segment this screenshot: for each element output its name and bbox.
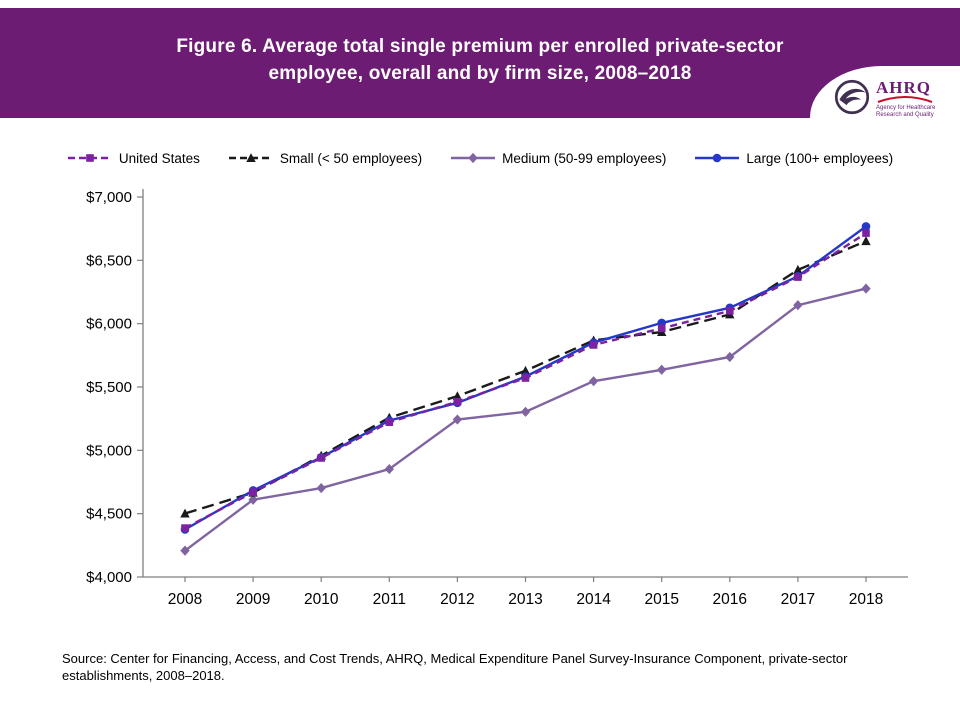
marker-square	[862, 229, 870, 237]
y-tick-label: $6,000	[86, 316, 132, 333]
marker-square	[794, 273, 802, 281]
marker-circle	[861, 222, 871, 231]
figure-title-line2: employee, overall and by firm size, 2008…	[268, 63, 692, 84]
marker-diamond	[248, 494, 258, 505]
marker-diamond	[520, 406, 531, 417]
source-note: Source: Center for Financing, Access, an…	[62, 651, 848, 683]
legend-swatch	[695, 153, 740, 163]
marker-square	[521, 374, 530, 382]
y-tick-label: $4,500	[86, 506, 132, 523]
legend: United States Small (< 50 employees) Mediu…	[0, 148, 960, 168]
x-tick-label: 2009	[236, 591, 270, 608]
line-chart: $4,000 $4,500 $5,000 $5,500 $6,000 $6,500 $7,0…	[86, 189, 908, 608]
marker-diamond	[861, 283, 871, 294]
figure-title-line1: Figure 6. Average total single premium p…	[176, 36, 784, 57]
legend-item-1: Small (< 50 employees)	[228, 151, 422, 166]
marker-triangle	[520, 365, 531, 375]
marker-square	[317, 454, 325, 462]
legend-swatch	[451, 152, 496, 164]
x-tick-label: 2018	[849, 591, 883, 608]
ahrq-acronym: AHRQ	[876, 78, 931, 97]
header-band: Figure 6. Average total single premium p…	[0, 8, 960, 130]
marker-diamond	[588, 376, 599, 387]
agency-logo: AHRQ Agency for Healthcare Research and …	[810, 66, 960, 130]
marker-triangle	[793, 264, 803, 274]
y-tick-label: $4,000	[86, 569, 132, 586]
x-tick-label: 2017	[781, 591, 815, 608]
legend-label: Large (100+ employees)	[746, 150, 894, 166]
x-tick-label: 2015	[644, 591, 678, 608]
ahrq-subtitle: Agency for Healthcare Research and Quali…	[876, 105, 936, 118]
ahrq-red-swoosh	[877, 96, 933, 103]
marker-triangle	[246, 153, 256, 162]
legend-item-0: United States	[67, 151, 200, 166]
x-tick-label: 2014	[576, 591, 611, 608]
marker-square	[453, 397, 462, 406]
marker-diamond	[793, 300, 803, 311]
legend-label: Small (< 50 employees)	[279, 150, 423, 166]
marker-diamond	[657, 364, 667, 375]
legend-item-2: Medium (50-99 employees)	[450, 151, 666, 166]
y-tick-label: $5,500	[86, 379, 132, 396]
legend-label: Medium (50-99 employees)	[502, 150, 667, 166]
marker-square	[181, 524, 189, 532]
marker-diamond	[725, 351, 735, 363]
hhs-eagle-icon	[834, 79, 870, 120]
marker-diamond	[316, 482, 326, 494]
marker-diamond	[180, 545, 190, 556]
marker-square	[726, 307, 734, 315]
chart-area: $4,000 $4,500 $5,000 $5,500 $6,000 $6,500 $7,0…	[48, 182, 960, 642]
legend-item-3: Large (100+ employees)	[694, 151, 893, 166]
legend-label: United States	[118, 150, 200, 166]
marker-square	[249, 488, 257, 497]
marker-square	[657, 324, 666, 333]
marker-diamond	[468, 152, 478, 164]
x-tick-label: 2016	[713, 591, 747, 608]
marker-triangle	[861, 236, 871, 246]
legend-swatch	[228, 153, 273, 162]
x-tick-label: 2013	[508, 591, 542, 608]
legend-swatch	[67, 154, 112, 162]
marker-square	[385, 418, 394, 427]
figure-title: Figure 6. Average total single premium p…	[0, 8, 960, 87]
marker-diamond	[384, 463, 394, 475]
series-line-2	[184, 287, 867, 552]
y-tick-label: $5,000	[86, 442, 132, 459]
x-tick-label: 2008	[168, 591, 202, 608]
y-tick-label: $7,000	[86, 189, 132, 206]
x-tick-label: 2012	[440, 591, 474, 608]
marker-square	[86, 154, 94, 162]
x-tick-label: 2010	[304, 591, 339, 608]
marker-triangle	[180, 508, 190, 518]
x-tick-label: 2011	[373, 591, 406, 608]
marker-square	[589, 341, 598, 349]
marker-circle	[713, 153, 722, 163]
marker-diamond	[452, 414, 463, 425]
ahrq-wordmark: AHRQ Agency for Healthcare Research and …	[876, 79, 954, 119]
y-tick-label: $6,500	[86, 252, 132, 269]
